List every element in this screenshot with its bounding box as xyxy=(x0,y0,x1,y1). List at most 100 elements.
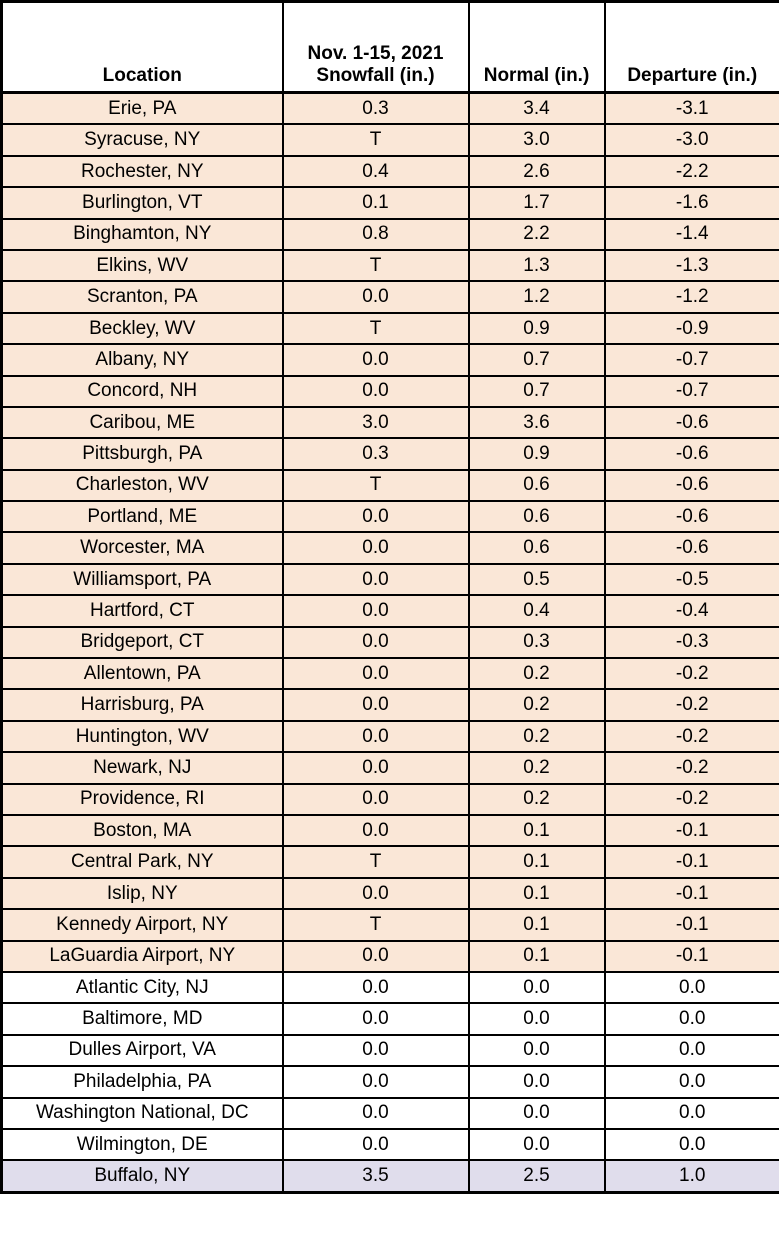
snowfall-cell: T xyxy=(281,311,470,346)
normal-cell: 0.3 xyxy=(467,625,606,660)
normal-cell: 0.2 xyxy=(467,719,606,754)
normal-cell: 0.2 xyxy=(467,751,606,785)
normal-cell: 0.5 xyxy=(467,562,606,597)
location-cell: Washington National, DC xyxy=(0,1096,284,1130)
table-row: Baltimore, MD 0.0 0.0 0.0 xyxy=(0,1002,779,1036)
normal-cell: 2.5 xyxy=(467,1159,606,1194)
table-row: Central Park, NY T 0.1 -0.1 xyxy=(0,845,779,879)
departure-cell: -0.9 xyxy=(603,311,779,346)
table-row: Williamsport, PA 0.0 0.5 -0.5 xyxy=(0,562,779,597)
column-header-snowfall-line1: Nov. 1-15, 2021 xyxy=(307,43,444,65)
snowfall-cell: 0.0 xyxy=(281,782,470,816)
table-row: Charleston, WV T 0.6 -0.6 xyxy=(0,468,779,503)
normal-cell: 0.1 xyxy=(467,939,606,973)
table-row: Harrisburg, PA 0.0 0.2 -0.2 xyxy=(0,688,779,722)
normal-cell: 2.2 xyxy=(467,217,606,251)
location-cell: Kennedy Airport, NY xyxy=(0,908,284,942)
departure-cell: -0.6 xyxy=(603,500,779,534)
departure-cell: 1.0 xyxy=(603,1159,779,1194)
table-row: Kennedy Airport, NY T 0.1 -0.1 xyxy=(0,908,779,942)
table-row: Dulles Airport, VA 0.0 0.0 0.0 xyxy=(0,1033,779,1068)
normal-cell: 0.7 xyxy=(467,374,606,408)
normal-cell: 0.1 xyxy=(467,908,606,942)
column-header-departure-label: Departure (in.) xyxy=(627,65,758,87)
location-cell: Caribou, ME xyxy=(0,405,284,440)
departure-cell: 0.0 xyxy=(603,970,779,1005)
normal-cell: 3.4 xyxy=(467,91,606,126)
normal-cell: 0.0 xyxy=(467,1127,606,1162)
location-cell: Pittsburgh, PA xyxy=(0,437,284,471)
normal-cell: 1.7 xyxy=(467,186,606,220)
location-cell: Atlantic City, NJ xyxy=(0,970,284,1005)
departure-cell: -1.4 xyxy=(603,217,779,251)
location-cell: Portland, ME xyxy=(0,500,284,534)
table-row: Elkins, WV T 1.3 -1.3 xyxy=(0,248,779,283)
normal-cell: 2.6 xyxy=(467,154,606,189)
normal-cell: 0.7 xyxy=(467,343,606,377)
snowfall-table: Location Nov. 1-15, 2021 Snowfall (in.) … xyxy=(0,0,779,1194)
column-header-normal-label: Normal (in.) xyxy=(483,65,590,87)
snowfall-cell: T xyxy=(281,908,470,942)
location-cell: Binghamton, NY xyxy=(0,217,284,251)
snowfall-cell: 0.8 xyxy=(281,217,470,251)
header-row: Location Nov. 1-15, 2021 Snowfall (in.) … xyxy=(0,0,779,94)
snowfall-cell: 0.0 xyxy=(281,280,470,314)
normal-cell: 0.0 xyxy=(467,1002,606,1036)
column-header-snowfall-line2: Snowfall (in.) xyxy=(316,65,435,87)
normal-cell: 0.0 xyxy=(467,1065,606,1099)
location-cell: Bridgeport, CT xyxy=(0,625,284,660)
departure-cell: -0.6 xyxy=(603,531,779,565)
location-cell: Central Park, NY xyxy=(0,845,284,879)
departure-cell: 0.0 xyxy=(603,1033,779,1068)
location-cell: Erie, PA xyxy=(0,91,284,126)
location-cell: Philadelphia, PA xyxy=(0,1065,284,1099)
departure-cell: 0.0 xyxy=(603,1127,779,1162)
location-cell: Allentown, PA xyxy=(0,657,284,691)
departure-cell: 0.0 xyxy=(603,1096,779,1130)
location-cell: Baltimore, MD xyxy=(0,1002,284,1036)
table-row: Newark, NJ 0.0 0.2 -0.2 xyxy=(0,751,779,785)
location-cell: Beckley, WV xyxy=(0,311,284,346)
departure-cell: 0.0 xyxy=(603,1065,779,1099)
location-cell: Rochester, NY xyxy=(0,154,284,189)
departure-cell: -0.7 xyxy=(603,374,779,408)
normal-cell: 0.2 xyxy=(467,657,606,691)
departure-cell: -0.2 xyxy=(603,719,779,754)
table-row: Burlington, VT 0.1 1.7 -1.6 xyxy=(0,186,779,220)
departure-cell: -1.2 xyxy=(603,280,779,314)
departure-cell: -0.6 xyxy=(603,405,779,440)
snowfall-cell: 0.0 xyxy=(281,343,470,377)
location-cell: Buffalo, NY xyxy=(0,1159,284,1194)
table-row: LaGuardia Airport, NY 0.0 0.1 -0.1 xyxy=(0,939,779,973)
table-row: Erie, PA 0.3 3.4 -3.1 xyxy=(0,91,779,126)
table-row: Islip, NY 0.0 0.1 -0.1 xyxy=(0,876,779,911)
snowfall-cell: T xyxy=(281,468,470,503)
table-row: Pittsburgh, PA 0.3 0.9 -0.6 xyxy=(0,437,779,471)
departure-cell: -0.1 xyxy=(603,876,779,911)
table-row: Scranton, PA 0.0 1.2 -1.2 xyxy=(0,280,779,314)
departure-cell: -0.2 xyxy=(603,751,779,785)
snowfall-cell: 0.3 xyxy=(281,437,470,471)
column-header-location: Location xyxy=(0,0,284,94)
departure-cell: -3.0 xyxy=(603,123,779,157)
normal-cell: 0.9 xyxy=(467,437,606,471)
location-cell: Hartford, CT xyxy=(0,594,284,628)
location-cell: Elkins, WV xyxy=(0,248,284,283)
snowfall-cell: 0.0 xyxy=(281,1096,470,1130)
column-header-departure: Departure (in.) xyxy=(603,0,779,94)
departure-cell: 0.0 xyxy=(603,1002,779,1036)
column-header-location-label: Location xyxy=(102,65,182,87)
snowfall-cell: 0.0 xyxy=(281,1002,470,1036)
location-cell: Newark, NJ xyxy=(0,751,284,785)
table-row: Washington National, DC 0.0 0.0 0.0 xyxy=(0,1096,779,1130)
table-row: Philadelphia, PA 0.0 0.0 0.0 xyxy=(0,1065,779,1099)
snowfall-cell: 0.0 xyxy=(281,562,470,597)
table-row: Providence, RI 0.0 0.2 -0.2 xyxy=(0,782,779,816)
location-cell: Harrisburg, PA xyxy=(0,688,284,722)
snowfall-cell: 0.0 xyxy=(281,1065,470,1099)
snowfall-cell: 3.0 xyxy=(281,405,470,440)
normal-cell: 0.6 xyxy=(467,531,606,565)
departure-cell: -0.2 xyxy=(603,782,779,816)
departure-cell: -0.4 xyxy=(603,594,779,628)
